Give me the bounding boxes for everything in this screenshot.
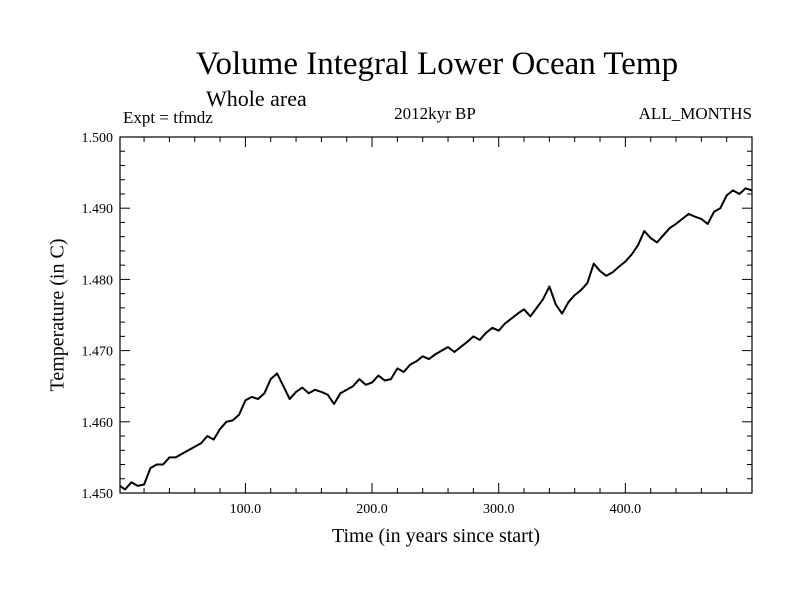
x-tick-label: 100.0	[230, 502, 262, 517]
months-label: ALL_MONTHS	[638, 104, 752, 123]
y-tick-label: 1.490	[82, 202, 114, 217]
axis-tick-labels: 100.0 200.0 300.0 400.0 1.450 1.460 1.470 1.480…	[82, 131, 642, 517]
y-tick-label: 1.480	[82, 273, 114, 288]
period-label: 2012kyr BP	[394, 104, 476, 123]
x-tick-label: 400.0	[610, 502, 642, 517]
x-tick-label: 200.0	[356, 502, 388, 517]
y-tick-label: 1.460	[82, 416, 114, 431]
y-tick-label: 1.500	[82, 131, 114, 146]
x-axis-label: Time (in years since start)	[331, 525, 541, 547]
y-tick-label: 1.470	[82, 345, 114, 360]
experiment-label: Expt = tfmdz	[123, 108, 213, 127]
chart-title: Volume Integral Lower Ocean Temp	[195, 46, 679, 82]
chart-subtitle: Whole area	[206, 86, 307, 111]
x-tick-label: 300.0	[483, 502, 515, 517]
y-tick-label: 1.450	[82, 487, 114, 502]
series-line	[119, 187, 753, 491]
axis-ticks	[120, 137, 752, 493]
plot-frame	[119, 136, 753, 494]
